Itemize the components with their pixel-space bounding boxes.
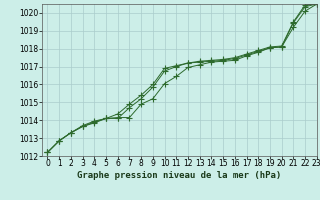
X-axis label: Graphe pression niveau de la mer (hPa): Graphe pression niveau de la mer (hPa) (77, 171, 281, 180)
